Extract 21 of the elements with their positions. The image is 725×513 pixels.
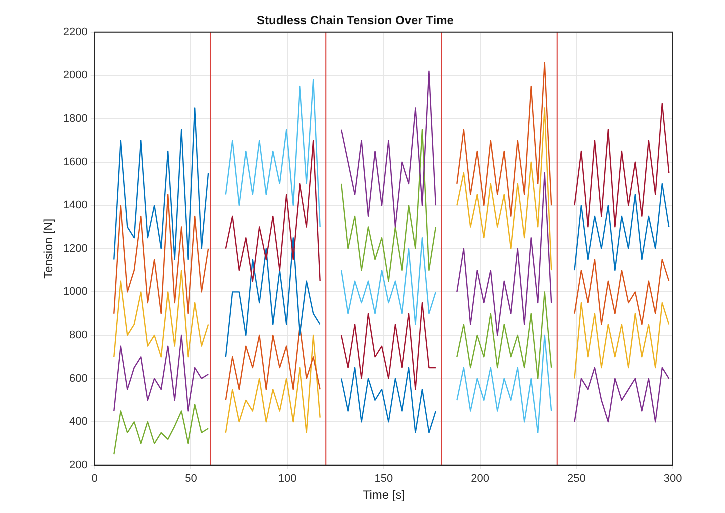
y-tick-label: 400 [70, 416, 88, 428]
y-tick-label: 1400 [63, 200, 88, 212]
y-tick-label: 2000 [63, 70, 88, 82]
y-tick-label: 600 [70, 372, 88, 385]
y-tick-label: 1800 [63, 113, 88, 126]
y-tick-label: 1000 [63, 286, 88, 298]
x-tick-label: 0 [92, 473, 98, 486]
x-tick-label: 50 [185, 473, 198, 486]
x-tick-label: 200 [471, 473, 490, 486]
y-tick-label: 1600 [63, 156, 88, 168]
y-tick-label: 200 [70, 459, 88, 472]
x-axis-title: Time [s] [362, 488, 406, 502]
y-axis-title: Tension [N] [42, 218, 56, 279]
x-tick-label: 250 [567, 473, 586, 486]
y-tick-label: 2200 [63, 26, 88, 38]
y-tick-label: 800 [70, 330, 88, 342]
x-tick-label: 100 [278, 473, 297, 486]
x-tick-label: 150 [374, 473, 394, 486]
y-tick-label: 1200 [63, 242, 88, 255]
chart-title: Studless Chain Tension Over Time [257, 14, 454, 28]
x-tick-label: 300 [664, 473, 682, 486]
